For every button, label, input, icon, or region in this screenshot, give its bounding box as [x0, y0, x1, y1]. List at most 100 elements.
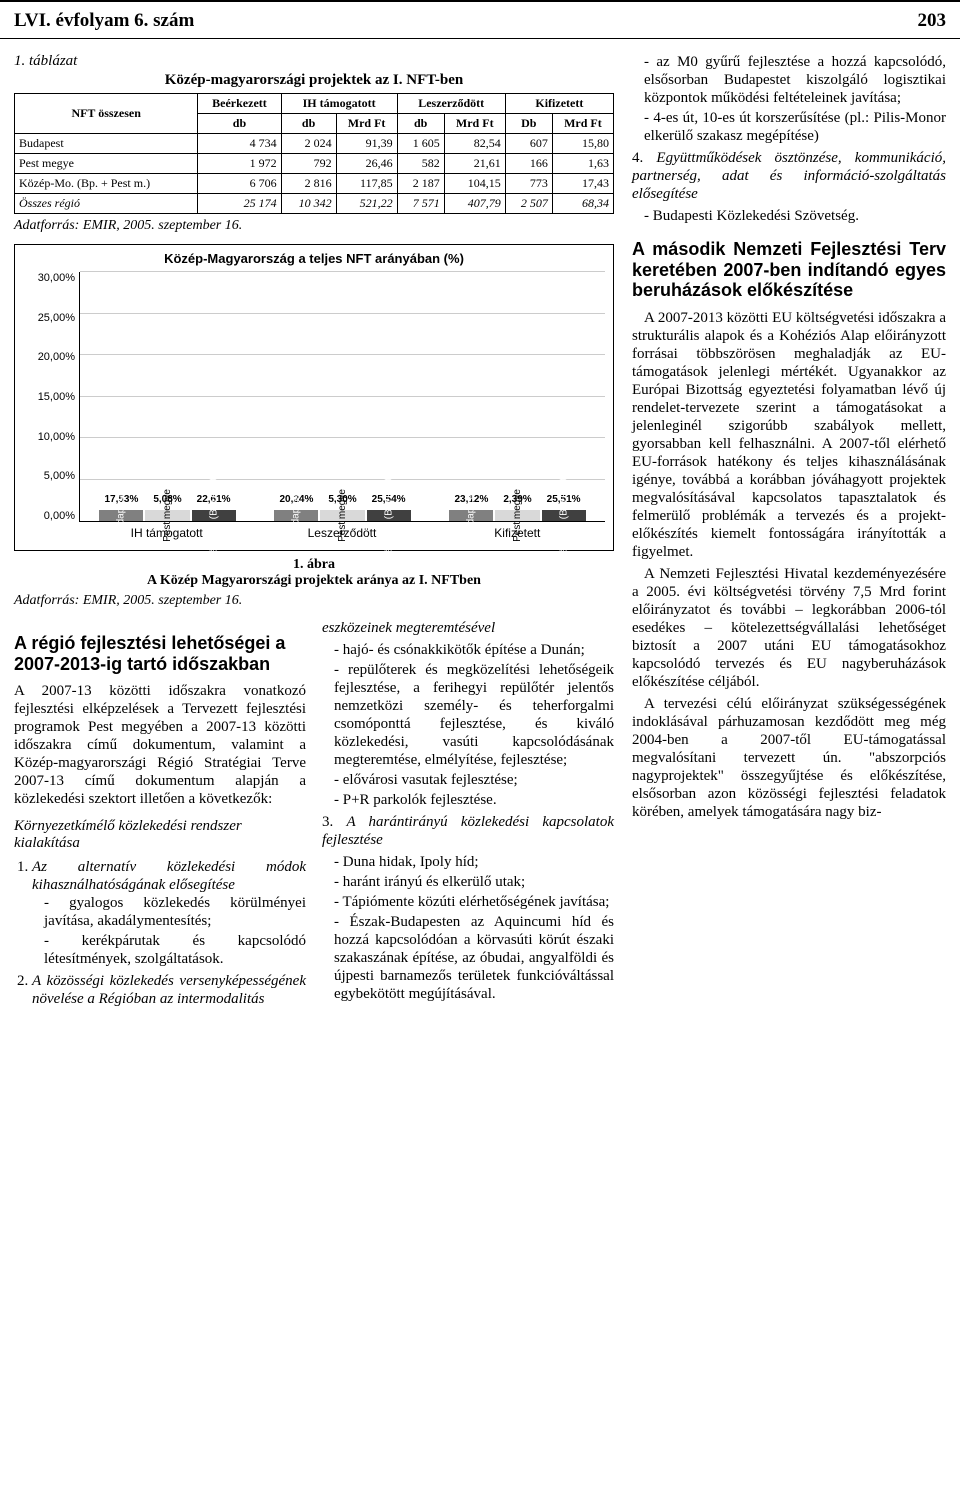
table-cell: 773	[505, 174, 552, 194]
table-cell: 117,85	[336, 174, 397, 194]
chart-bar: 17,53%Budapest	[99, 510, 143, 521]
bar-fill: Pest megye	[320, 510, 364, 521]
y-tick: 5,00%	[23, 470, 75, 482]
subhead-kornyezet: Környezetkímélő közlekedési rendszer kia…	[14, 818, 306, 852]
table-cell: 6 706	[198, 174, 281, 194]
right-column: az M0 gyűrű fejlesztése a hozzá kapcsoló…	[632, 53, 946, 1012]
chart-group: 17,53%Budapest5,08%Pest megye22,61%Közép…	[89, 510, 247, 521]
bar-fill: Budapest	[449, 510, 493, 521]
header-page-number: 203	[918, 10, 947, 32]
col-ih: IH támogatott	[281, 94, 397, 114]
list-item: haránt irányú és elkerülő utak;	[334, 873, 614, 891]
item3-lead: A harántirányú közlekedési kapcsolatok f…	[322, 814, 614, 848]
chart-box: Közép-Magyarország a teljes NFT arányába…	[14, 244, 614, 551]
chart-area: 30,00%25,00%20,00%15,00%10,00%5,00%0,00%…	[23, 272, 605, 522]
list-item: hajó- és csónakkikötők építése a Dunán;	[334, 641, 614, 659]
data-table: NFT összesen Beérkezett IH támogatott Le…	[14, 93, 614, 214]
bar-fill: Közép-Mo. (Bp+Pest m.)	[192, 510, 236, 521]
bar-series-label: Budapest	[116, 494, 127, 536]
table-label: 1. táblázat	[14, 53, 614, 70]
bar-series-label: Pest megye	[337, 489, 348, 542]
bar-series-label: Közép-Mo. (Bp+Pest m.)	[208, 461, 219, 571]
table-cell: 68,34	[552, 194, 613, 214]
chart-bar: 23,12%Budapest	[449, 510, 493, 521]
chart-title: Közép-Magyarország a teljes NFT arányába…	[23, 251, 605, 266]
header-left: LVI. évfolyam 6. szám	[14, 10, 194, 32]
bar-series-label: Budapest	[466, 494, 477, 536]
chart-bar: 22,61%Közép-Mo. (Bp+Pest m.)	[192, 510, 236, 521]
page-header: LVI. évfolyam 6. szám 203	[0, 0, 960, 39]
table-cell: 607	[505, 134, 552, 154]
grid-line	[80, 313, 605, 314]
sub-db2: db	[281, 114, 336, 134]
table-cell: 166	[505, 154, 552, 174]
bar-fill: Közép-Mo. (Bp+Pest m.)	[367, 510, 411, 521]
table-cell: 4 734	[198, 134, 281, 154]
content: 1. táblázat Közép-magyarországi projekte…	[0, 39, 960, 1032]
chart-bar: 25,54%Közép-Mo. (Bp+Pest m.)	[367, 510, 411, 521]
list-item: 4-es út, 10-es út korszerűsítése (pl.: P…	[644, 109, 946, 145]
sub-db1: db	[198, 114, 281, 134]
item2-lead: A közösségi közlekedés versenyképességén…	[32, 973, 306, 1007]
item1-lead: Az alternatív közlekedési módok kihaszná…	[32, 859, 306, 893]
bar-fill: Pest megye	[145, 510, 189, 521]
bar-fill: Pest megye	[495, 510, 539, 521]
right-p1: A 2007-2013 közötti EU költségvetési idő…	[632, 309, 946, 561]
sub-mrd2: Mrd Ft	[444, 114, 505, 134]
table-cell: 521,22	[336, 194, 397, 214]
grid-line	[80, 354, 605, 355]
bar-series-label: Pest megye	[162, 489, 173, 542]
sub-mrd1: Mrd Ft	[336, 114, 397, 134]
grid-line	[80, 479, 605, 480]
y-axis: 30,00%25,00%20,00%15,00%10,00%5,00%0,00%	[23, 272, 79, 522]
table-cell: 792	[281, 154, 336, 174]
chart-group: 20,24%Budapest5,30%Pest megye25,54%Közép…	[264, 510, 422, 521]
regio-para: A 2007-13 közötti időszakra vonatkozó fe…	[14, 682, 306, 808]
row-header: Összes régió	[15, 194, 198, 214]
table-cell: 10 342	[281, 194, 336, 214]
sub-db4: Db	[505, 114, 552, 134]
grid-line	[80, 396, 605, 397]
bar-series-label: Budapest	[291, 494, 302, 536]
table-cell: 2 187	[397, 174, 444, 194]
y-tick: 10,00%	[23, 431, 75, 443]
table-cell: 91,39	[336, 134, 397, 154]
table-cell: 26,46	[336, 154, 397, 174]
section-heading-nft2: A második Nemzeti Fejlesztési Terv keret…	[632, 239, 946, 301]
table-cell: 2 507	[505, 194, 552, 214]
list-item: Duna hidak, Ipoly híd;	[334, 853, 614, 871]
item-2: A közösségi közlekedés versenyképességén…	[32, 972, 306, 1008]
grid-line	[80, 437, 605, 438]
chart-bar: 2,39%Pest megye	[495, 510, 539, 521]
table-cell: 7 571	[397, 194, 444, 214]
col-beerkezett: Beérkezett	[198, 94, 281, 114]
chart-bar: 25,51%Közép-Mo. (Bp+Pest m.)	[542, 510, 586, 521]
table-cell: 104,15	[444, 174, 505, 194]
right-p3: A tervezési célú előirányzat szükségessé…	[632, 695, 946, 821]
right-top-bullets: az M0 gyűrű fejlesztése a hozzá kapcsoló…	[632, 53, 946, 145]
table-cell: 21,61	[444, 154, 505, 174]
table-cell: 582	[397, 154, 444, 174]
table-cell: 1,63	[552, 154, 613, 174]
mid-body: eszközeinek megteremtésével hajó- és csó…	[322, 619, 614, 1003]
bar-fill: Budapest	[99, 510, 143, 521]
table-cell: 2 024	[281, 134, 336, 154]
table-cell: 17,43	[552, 174, 613, 194]
regio-para-text: A 2007-13 közötti időszakra vonatkozó fe…	[14, 682, 306, 808]
item4-bullet: Budapesti Közlekedési Szövetség.	[644, 207, 946, 225]
col-nft: NFT összesen	[15, 94, 198, 134]
table-cell: 1 605	[397, 134, 444, 154]
figure-caption: A Közép Magyarországi projektek aránya a…	[14, 573, 614, 589]
row-header: Budapest	[15, 134, 198, 154]
row-header: Pest megye	[15, 154, 198, 174]
mid-bullets-b: Duna hidak, Ipoly híd; haránt irányú és e…	[322, 853, 614, 1003]
right-p2: A Nemzeti Fejlesztési Hivatal kezdeménye…	[632, 565, 946, 691]
y-tick: 25,00%	[23, 312, 75, 324]
ordered-list-left: Az alternatív közlekedési módok kihaszná…	[14, 858, 306, 1008]
grid-line	[80, 271, 605, 272]
item4-bullet-list: Budapesti Közlekedési Szövetség.	[632, 207, 946, 225]
sub-mrd3: Mrd Ft	[552, 114, 613, 134]
table-cell: 407,79	[444, 194, 505, 214]
figure-number: 1. ábra	[14, 557, 614, 573]
list-item: Tápiómente közúti elérhetőségének javítá…	[334, 893, 614, 911]
